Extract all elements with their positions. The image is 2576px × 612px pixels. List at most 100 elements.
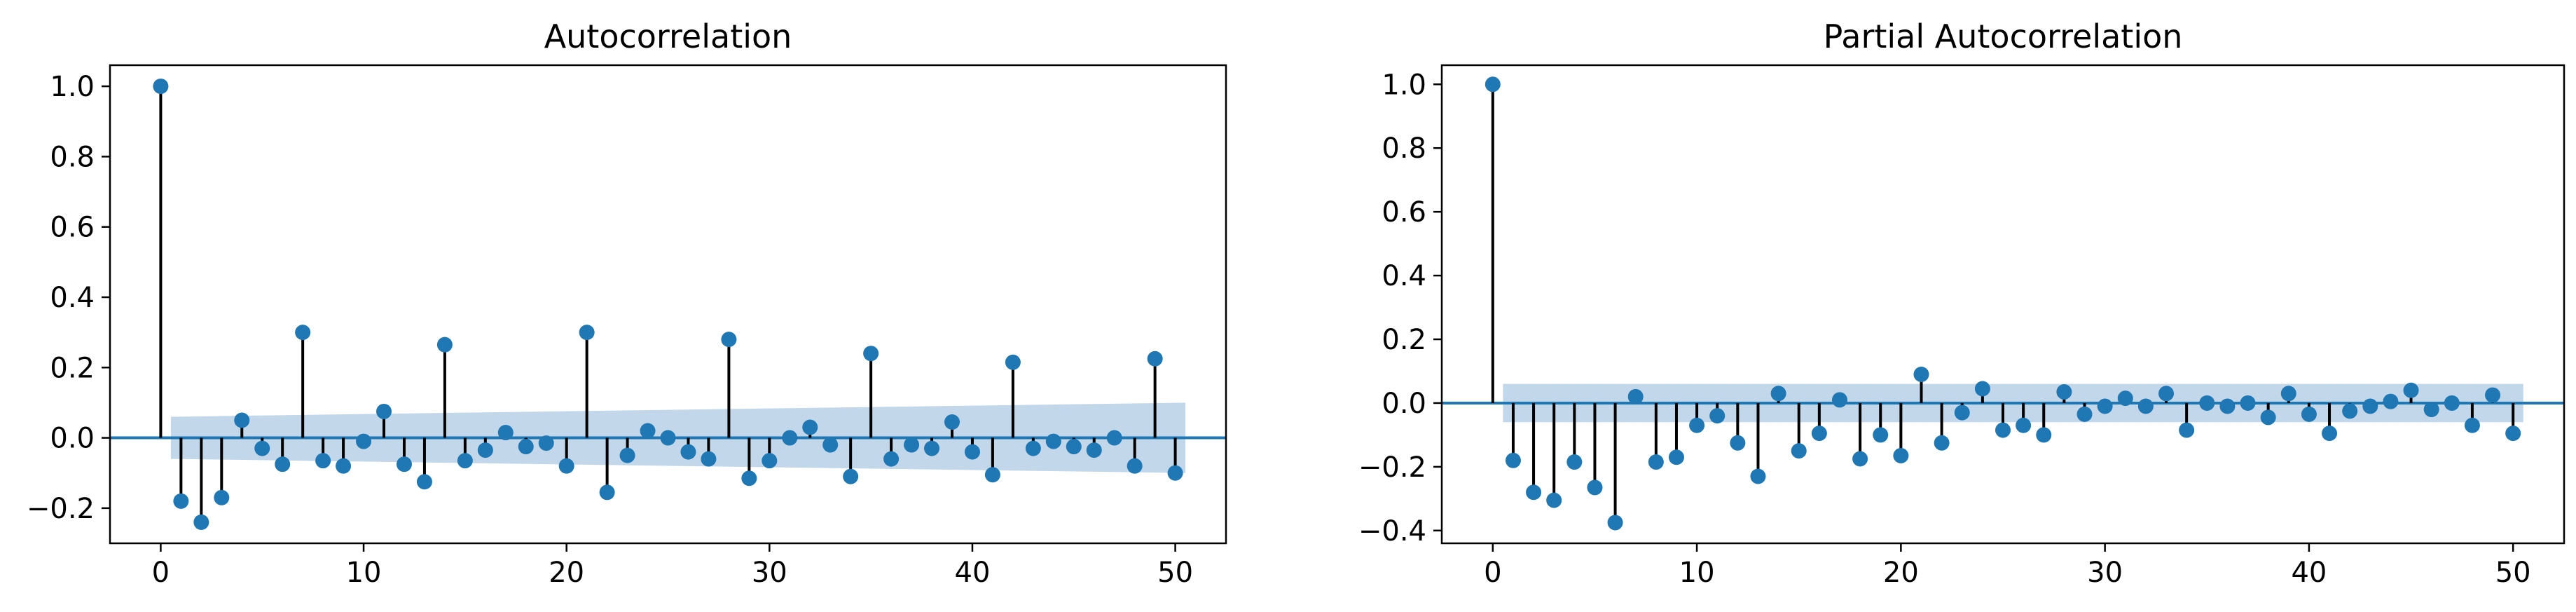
chart-2-ytick-label: 0.8 xyxy=(1382,132,1426,165)
chart-1-xtick-label: 10 xyxy=(346,557,382,589)
chart-2-xtick-label: 20 xyxy=(1883,557,1919,589)
chart-2-marker xyxy=(2219,398,2236,414)
chart-1-xtick-label: 0 xyxy=(152,557,170,589)
chart-1-marker xyxy=(944,414,960,430)
chart-1-marker xyxy=(436,336,453,353)
chart-1-marker xyxy=(984,467,1000,483)
chart-1-marker xyxy=(275,456,291,472)
chart-1-marker xyxy=(701,451,717,467)
chart-2-marker xyxy=(2464,417,2480,433)
chart-1-marker xyxy=(843,468,859,484)
chart-2-ytick-label: −0.4 xyxy=(1358,515,1426,548)
chart-1-marker xyxy=(904,437,920,453)
chart-1-marker xyxy=(1147,351,1163,367)
chart-1-xtick-label: 40 xyxy=(955,557,991,589)
chart-1-marker xyxy=(802,419,818,435)
chart-2-marker xyxy=(2444,395,2460,411)
chart-2-marker xyxy=(1566,454,1583,470)
chart-2-marker xyxy=(2056,384,2072,400)
chart-2-marker xyxy=(1995,422,2011,438)
chart-2-xtick-label: 0 xyxy=(1484,557,1501,589)
chart-2-ytick-label: 0.4 xyxy=(1382,260,1426,292)
chart-1-marker xyxy=(295,325,311,341)
chart-1-marker xyxy=(254,440,270,456)
chart-2-marker xyxy=(1730,435,1746,451)
chart-2-marker xyxy=(1546,492,1562,508)
chart-2-marker xyxy=(1893,447,1909,463)
chart-1-ytick-label: 0.6 xyxy=(50,212,95,244)
chart-1-marker xyxy=(193,514,209,530)
chart-2-marker xyxy=(1689,417,1705,433)
chart-2-marker xyxy=(2076,406,2093,422)
chart-1-marker xyxy=(356,433,372,449)
chart-1-marker xyxy=(376,403,392,419)
chart-1-marker xyxy=(1127,458,1143,474)
chart-2-marker xyxy=(2403,382,2419,398)
chart-2-marker xyxy=(2097,398,2113,414)
chart-1-marker xyxy=(173,493,189,509)
chart-1-axes-frame xyxy=(109,64,1227,545)
chart-1-title: Autocorrelation xyxy=(544,18,792,55)
chart-2-ytick-label: 0.0 xyxy=(1382,388,1426,420)
chart-2-marker xyxy=(2280,386,2296,402)
chart-2: 0 10 20 30 40 50 −0.4 −0.2 0.0 0.2 0.4 0.6 0.8 1.0 Par… xyxy=(1358,18,2565,589)
chart-2-marker xyxy=(1954,404,1970,421)
chart-1-ytick-label: 1.0 xyxy=(50,71,95,103)
chart-2-marker xyxy=(1913,367,1929,383)
chart-1-marker xyxy=(153,79,169,95)
chart-1-marker xyxy=(1086,442,1102,458)
chart-1-marker xyxy=(538,435,554,451)
chart-2-ytick-label: 1.0 xyxy=(1382,69,1426,101)
chart-2-marker xyxy=(1485,76,1501,93)
chart-1-marker xyxy=(924,440,940,456)
chart-2-marker xyxy=(1852,451,1868,467)
chart-2-marker xyxy=(1770,386,1786,402)
chart-1-ytick-label: 0.4 xyxy=(50,282,95,314)
chart-1-xtick-label: 30 xyxy=(752,557,787,589)
chart-1-ytick-label: −0.2 xyxy=(27,493,95,525)
chart-2-marker xyxy=(1831,392,1847,408)
chart-1-marker xyxy=(396,456,412,472)
chart-1-marker xyxy=(214,489,230,505)
chart-1-marker xyxy=(822,437,839,453)
chart-2-marker xyxy=(1526,484,1542,501)
chart-1-marker xyxy=(1066,439,1082,455)
chart-1-ytick-label: 0.2 xyxy=(50,352,95,384)
chart-2-marker xyxy=(2199,395,2215,411)
chart-1-marker xyxy=(1045,433,1061,449)
chart-1-marker xyxy=(660,430,676,446)
chart-1-marker xyxy=(883,451,900,467)
chart-1-marker xyxy=(558,458,574,474)
chart-2-marker xyxy=(1791,443,1807,459)
chart-1-marker xyxy=(477,442,493,458)
chart-2-xtick-label: 30 xyxy=(2087,557,2123,589)
chart-1-ytick-label: 0.0 xyxy=(50,423,95,455)
chart-2-marker xyxy=(2158,386,2175,402)
chart-1-marker xyxy=(721,332,737,348)
chart-2-marker xyxy=(1627,388,1644,404)
chart-2-title: Partial Autocorrelation xyxy=(1824,18,2183,55)
chart-1: 0 10 20 30 40 50 −0.2 0.0 0.2 0.4 0.6 0.8 1.0 Autocor… xyxy=(27,18,1227,589)
chart-2-ytick-label: 0.2 xyxy=(1382,324,1426,356)
chart-1-marker xyxy=(1005,354,1021,370)
chart-2-xtick-label: 50 xyxy=(2495,557,2531,589)
chart-2-marker xyxy=(1873,427,1889,443)
chart-2-ytick-label: −0.2 xyxy=(1358,451,1426,484)
chart-1-marker xyxy=(782,430,798,446)
chart-2-marker xyxy=(2322,426,2338,442)
chart-2-marker xyxy=(2485,387,2501,403)
chart-2-marker xyxy=(1648,454,1664,470)
chart-1-marker xyxy=(741,470,757,487)
chart-1-marker xyxy=(416,474,432,490)
chart-2-marker xyxy=(2362,398,2378,414)
chart-1-marker xyxy=(1167,465,1183,481)
chart-1-marker xyxy=(863,346,879,362)
chart-2-ytick-label: 0.6 xyxy=(1382,196,1426,229)
chart-1-marker xyxy=(1106,430,1122,446)
chart-2-marker xyxy=(1750,468,1766,484)
chart-1-marker xyxy=(579,325,595,341)
chart-2-xtick-label: 10 xyxy=(1679,557,1715,589)
chart-2-marker xyxy=(1974,381,1990,397)
chart-2-marker xyxy=(1607,515,1623,531)
chart-2-marker xyxy=(2505,426,2521,442)
